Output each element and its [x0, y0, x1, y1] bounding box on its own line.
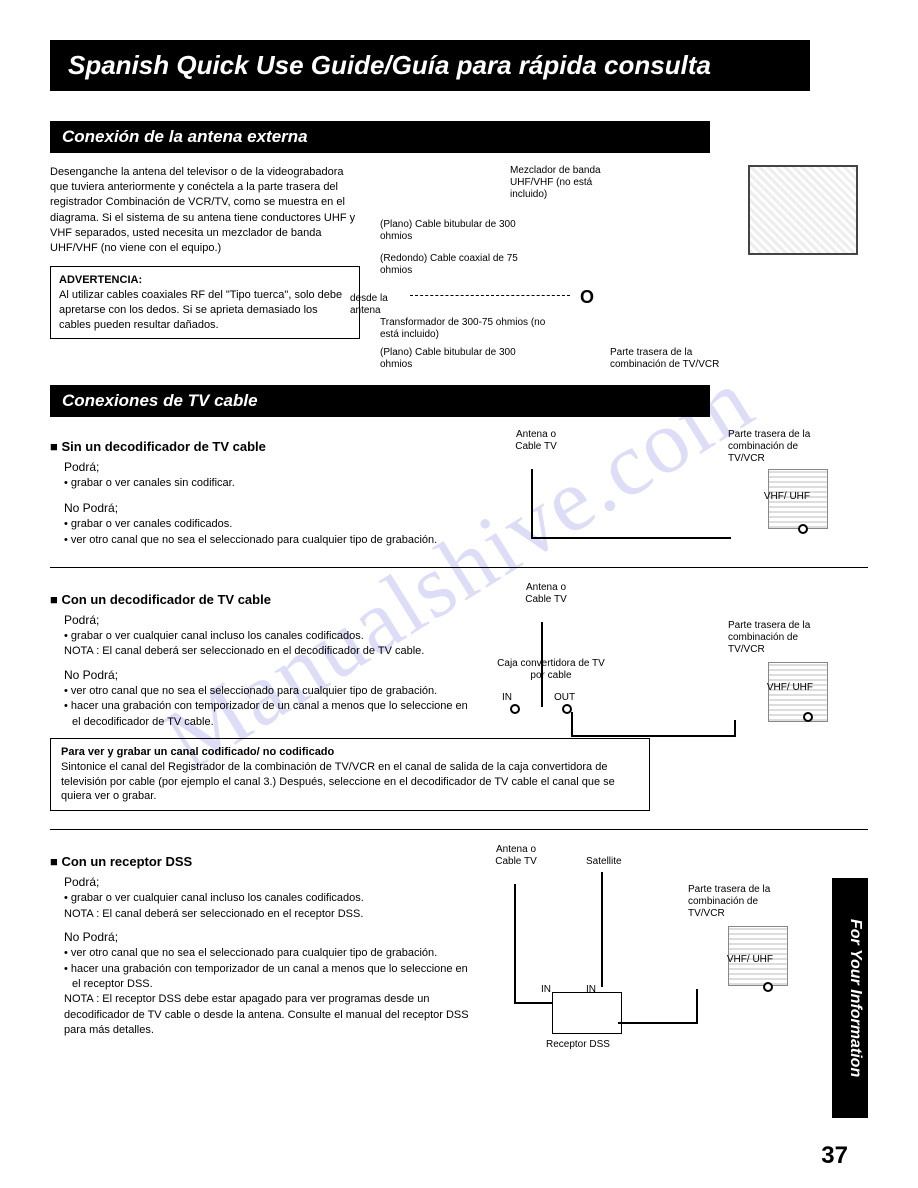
antenna-intro-text: Desenganche la antena del televisor o de… — [50, 165, 360, 256]
heading-dss: Con un receptor DSS — [50, 854, 470, 869]
wire-v3 — [696, 989, 698, 1024]
warning-title: ADVERTENCIA: — [59, 273, 351, 288]
section-header-antenna: Conexión de la antena externa — [50, 121, 710, 153]
cannot-item: ver otro canal que no sea el seleccionad… — [64, 533, 470, 548]
cannot-item: grabar o ver canales codificados. — [64, 517, 470, 532]
label-flat-300b: (Plano) Cable bitubular de 300 ohmios — [380, 347, 550, 371]
diagram-dss: Antena o Cable TV Satellite Parte traser… — [486, 844, 868, 1054]
without-decoder-text: Sin un decodificador de TV cable Podrá; … — [50, 429, 470, 549]
page-container: Spanish Quick Use Guide/Guía para rápida… — [0, 0, 918, 1092]
label-cannot: No Podrá; — [64, 930, 470, 944]
d-rear: Parte trasera de la combinación de TV/VC… — [688, 884, 788, 920]
antenna-section: Desenganche la antena del televisor o de… — [50, 165, 868, 365]
wire-v2 — [571, 712, 573, 737]
wire-h — [531, 537, 731, 539]
warning-body: Al utilizar cables coaxiales RF del "Tip… — [59, 288, 351, 333]
label-from-antenna: desde la antena — [350, 293, 410, 317]
cannot-item: ver otro canal que no sea el seleccionad… — [64, 946, 470, 961]
label-transformer: Transformador de 300-75 ohmios (no está … — [380, 317, 550, 341]
diagram-without-decoder: Antena o Cable TV Parte trasera de la co… — [486, 429, 868, 549]
cannot-list: grabar o ver canales codificados. ver ot… — [64, 517, 470, 548]
can-item: grabar o ver cualquier canal incluso los… — [64, 629, 470, 644]
can-item: grabar o ver canales sin codificar. — [64, 476, 470, 491]
side-tab: For Your Information — [832, 878, 868, 1118]
label-rear-panel: Parte trasera de la combinación de TV/VC… — [610, 347, 750, 371]
info-box-title: Para ver y grabar un canal codificado/ n… — [61, 746, 334, 758]
antenna-diagram: Mezclador de banda UHF/VHF (no está incl… — [380, 165, 868, 365]
d-in: IN — [502, 692, 512, 704]
dss-receiver-box — [552, 992, 622, 1034]
wire-h2 — [618, 1022, 698, 1024]
d-receiver: Receptor DSS — [546, 1039, 610, 1051]
note-1: NOTA : El canal deberá ser seleccionado … — [64, 907, 470, 922]
note-1: NOTA : El canal deberá ser seleccionado … — [64, 644, 470, 659]
connector-in-icon — [510, 704, 520, 714]
d-vhf: VHF/ UHF — [767, 682, 813, 694]
label-mixer: Mezclador de banda UHF/VHF (no está incl… — [510, 165, 620, 201]
info-box-body: Sintonice el canal del Registrador de la… — [61, 761, 615, 803]
label-or: O — [580, 287, 594, 309]
wire-v1 — [514, 884, 516, 1004]
heading-with-decoder: Con un decodificador de TV cable — [50, 592, 470, 607]
cannot-item: hacer una grabación con temporizador de … — [64, 699, 470, 730]
wire-v3 — [734, 720, 736, 737]
cannot-item: hacer una grabación con temporizador de … — [64, 962, 470, 993]
page-number: 37 — [821, 1142, 848, 1170]
label-can: Podrá; — [64, 613, 470, 627]
d-vhf: VHF/ UHF — [727, 954, 773, 966]
block-without-decoder: Sin un decodificador de TV cable Podrá; … — [50, 429, 868, 549]
cannot-item: ver otro canal que no sea el seleccionad… — [64, 684, 470, 699]
cannot-list: ver otro canal que no sea el seleccionad… — [64, 684, 470, 730]
block-with-decoder: Con un decodificador de TV cable Podrá; … — [50, 582, 868, 811]
divider — [50, 829, 868, 830]
can-item: grabar o ver cualquier canal incluso los… — [64, 891, 470, 906]
connector-vhf-icon — [763, 982, 773, 992]
d-satellite: Satellite — [586, 856, 622, 868]
d-rear: Parte trasera de la combinación de TV/VC… — [728, 620, 828, 656]
page-title-banner: Spanish Quick Use Guide/Guía para rápida… — [50, 40, 810, 91]
cannot-list: ver otro canal que no sea el seleccionad… — [64, 946, 470, 992]
connector-vhf-icon — [803, 712, 813, 722]
wire-v — [531, 469, 533, 539]
block-dss: Con un receptor DSS Podrá; grabar o ver … — [50, 844, 868, 1054]
antenna-text-column: Desenganche la antena del televisor o de… — [50, 165, 360, 365]
tv-rear-illustration — [748, 165, 858, 255]
connector-icon — [798, 524, 808, 534]
label-flat-300: (Plano) Cable bitubular de 300 ohmios — [380, 219, 530, 243]
d-vhf: VHF/ UHF — [764, 491, 810, 503]
label-can: Podrá; — [64, 460, 470, 474]
d-antenna: Antena o Cable TV — [506, 429, 566, 453]
d-rear: Parte trasera de la combinación de TV/VC… — [728, 429, 828, 465]
d-antenna: Antena o Cable TV — [516, 582, 576, 606]
wire-v2 — [601, 872, 603, 987]
warning-box: ADVERTENCIA: Al utilizar cables coaxiale… — [50, 266, 360, 339]
label-cannot: No Podrá; — [64, 501, 470, 515]
wire-h — [571, 735, 736, 737]
wire-v1 — [541, 622, 543, 707]
dss-text: Con un receptor DSS Podrá; grabar o ver … — [50, 844, 470, 1054]
diagram-with-decoder: Antena o Cable TV Parte trasera de la co… — [486, 582, 868, 762]
d-antenna: Antena o Cable TV — [486, 844, 546, 868]
divider — [50, 567, 868, 568]
section-header-cable: Conexiones de TV cable — [50, 385, 710, 417]
label-can: Podrá; — [64, 875, 470, 889]
d-converter-box: Caja convertidora de TV por cable — [496, 658, 606, 682]
d-in: IN — [541, 984, 551, 996]
label-cannot: No Podrá; — [64, 668, 470, 682]
wire-dashed — [410, 295, 570, 296]
with-decoder-text: Con un decodificador de TV cable Podrá; … — [50, 582, 470, 811]
heading-without-decoder: Sin un decodificador de TV cable — [50, 439, 470, 454]
can-list: grabar o ver cualquier canal incluso los… — [64, 891, 470, 906]
can-list: grabar o ver cualquier canal incluso los… — [64, 629, 470, 644]
label-coax-75: (Redondo) Cable coaxial de 75 ohmios — [380, 253, 530, 277]
d-out: OUT — [554, 692, 575, 704]
note-2: NOTA : El receptor DSS debe estar apagad… — [64, 992, 470, 1038]
can-list: grabar o ver canales sin codificar. — [64, 476, 470, 491]
